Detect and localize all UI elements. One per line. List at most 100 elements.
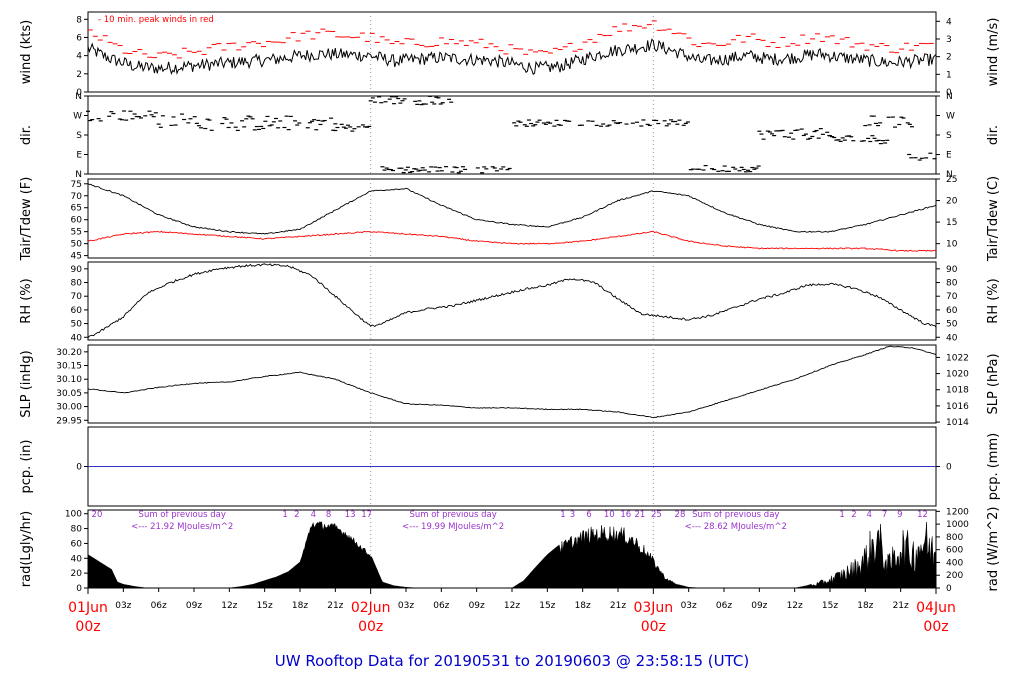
y-tick-label-left: 60 xyxy=(71,216,83,226)
panel-temperature: Tair/Tdew (F) Tair/Tdew (C) 45 50 55 60 65 70 75… xyxy=(19,175,1001,262)
y-tick-label-left: 30.10 xyxy=(56,375,82,385)
x-tick-label: 06z xyxy=(433,601,449,611)
hour-count-label: 4 xyxy=(311,510,316,520)
hour-count-label: 6 xyxy=(586,510,591,520)
daily-sum-label: Sum of previous day xyxy=(139,510,226,520)
y-tick-label-right: 4 xyxy=(946,17,952,27)
y-tick-label-right: 20 xyxy=(946,197,958,207)
panel-wind: wind (kts) wind (m/s) 0 2 4 6 8 0 1 2 3 4 - 10 min. … xyxy=(19,11,1001,98)
panel-relative-humidity: RH (%) RH (%) 40 50 60 70 80 90 40 50 60 70 80 90 xyxy=(19,261,1001,343)
x-date-time: 00z xyxy=(641,619,666,635)
y-tick-label-right: 400 xyxy=(946,558,963,568)
y-tick-label-left: 80 xyxy=(71,279,83,289)
y-tick-label-right: 1016 xyxy=(946,402,969,412)
y-tick-label-right: 0 xyxy=(946,88,952,98)
y-tick-label-left: 29.95 xyxy=(56,416,82,426)
y-axis-label-right: dir. xyxy=(986,125,1001,145)
y-axis-label-left: dir. xyxy=(19,125,34,145)
y-tick-label-right: 80 xyxy=(946,279,958,289)
y-tick-label-right: 1000 xyxy=(946,520,969,530)
y-tick-label-left: 50 xyxy=(71,240,83,250)
y-tick-label-right: 1 xyxy=(946,70,952,80)
y-tick-label-left: 75 xyxy=(71,180,82,190)
daily-sum-value: <--- 21.92 MJoules/m^2 xyxy=(131,522,233,532)
x-tick-label: 03z xyxy=(681,601,697,611)
panel-frame xyxy=(87,178,937,259)
x-tick-label: 15z xyxy=(257,601,273,611)
y-tick-label-right: 25 xyxy=(946,175,957,185)
y-tick-label-left: 60 xyxy=(71,539,83,549)
x-tick-label: 15z xyxy=(822,601,838,611)
y-tick-label-right: 0 xyxy=(946,463,952,473)
hour-count-label: 16 xyxy=(620,510,631,520)
daily-sum-label: Sum of previous day xyxy=(409,510,496,520)
y-tick-label-right: 200 xyxy=(946,571,963,581)
x-tick-label: 12z xyxy=(221,601,237,611)
x-date-time: 00z xyxy=(75,619,100,635)
hour-count-label: 10 xyxy=(604,510,615,520)
y-tick-label-right: 10 xyxy=(946,240,958,250)
y-tick-label-left: 65 xyxy=(71,204,82,214)
y-tick-label-right: N xyxy=(946,170,953,180)
hour-count-label: 2 xyxy=(851,510,856,520)
hour-count-label: 20 xyxy=(92,510,103,520)
x-tick-label: 18z xyxy=(575,601,591,611)
x-tick-label: 12z xyxy=(504,601,520,611)
y-axis-label-left: wind (kts) xyxy=(19,20,34,84)
x-tick-label: 15z xyxy=(539,601,555,611)
y-tick-label-right: 1020 xyxy=(946,370,969,380)
y-tick-label-left: 70 xyxy=(71,292,83,302)
panel-radiation: rad(Lgly/hr) rad (W/m^2)02040608010002004… xyxy=(19,507,1001,594)
y-tick-label-right: 2 xyxy=(946,53,952,63)
panel-frame xyxy=(87,95,937,175)
y-tick-label-left: E xyxy=(76,151,82,161)
hour-count-label: 12 xyxy=(917,510,928,520)
y-tick-label-left: 2 xyxy=(76,70,82,80)
peak-wind-legend: - 10 min. peak winds in red xyxy=(98,15,214,25)
y-tick-label-right: 15 xyxy=(946,218,957,228)
x-tick-label: 06z xyxy=(716,601,732,611)
hour-count-label: 2 xyxy=(294,510,299,520)
y-tick-label-right: E xyxy=(946,151,952,161)
y-tick-label-left: 6 xyxy=(76,33,82,43)
y-tick-label-right: 800 xyxy=(946,533,963,543)
y-tick-label-left: 70 xyxy=(71,192,83,202)
chart-title: UW Rooftop Data for 20190531 to 20190603… xyxy=(275,652,749,670)
hour-count-label: 17 xyxy=(361,510,372,520)
y-tick-label-left: N xyxy=(75,92,82,102)
hour-count-label: 25 xyxy=(651,510,662,520)
y-axis-label-right: SLP (hPa) xyxy=(986,353,1001,414)
series-Tair xyxy=(87,183,937,235)
hour-count-label: 3 xyxy=(570,510,575,520)
y-tick-label-right: 0 xyxy=(946,584,952,594)
hour-count-label: 9 xyxy=(897,510,902,520)
y-axis-label-right: rad (W/m^2) xyxy=(986,507,1001,592)
y-tick-label-left: 30.20 xyxy=(56,348,82,358)
y-axis-label-left: rad(Lgly/hr) xyxy=(19,511,34,587)
hour-count-label: 1 xyxy=(282,510,287,520)
y-tick-label-left: S xyxy=(76,131,82,141)
series-RH xyxy=(87,263,937,339)
y-tick-label-right: N xyxy=(946,92,953,102)
y-tick-label-right: 1022 xyxy=(946,353,969,363)
y-tick-label-left: 30.00 xyxy=(56,403,82,413)
x-date-label: 02Jun xyxy=(351,600,391,616)
y-tick-label-left: 90 xyxy=(71,265,83,275)
y-tick-label-right: 40 xyxy=(946,333,958,343)
y-axis-label-left: Tair/Tdew (F) xyxy=(19,177,34,262)
y-tick-label-left: 8 xyxy=(76,15,82,25)
x-date-time: 00z xyxy=(923,619,948,635)
y-axis-label-right: RH (%) xyxy=(986,278,1001,323)
y-tick-label-right: 1200 xyxy=(946,507,969,517)
y-axis-label-right: pcp. (mm) xyxy=(986,433,1001,500)
y-tick-label-left: 45 xyxy=(71,252,82,262)
y-axis-label-right: wind (m/s) xyxy=(986,18,1001,87)
hour-count-label: 7 xyxy=(882,510,887,520)
hour-count-label: 13 xyxy=(345,510,356,520)
y-tick-label-left: W xyxy=(73,112,82,122)
hour-count-label: 4 xyxy=(867,510,872,520)
y-tick-label-left: N xyxy=(75,170,82,180)
